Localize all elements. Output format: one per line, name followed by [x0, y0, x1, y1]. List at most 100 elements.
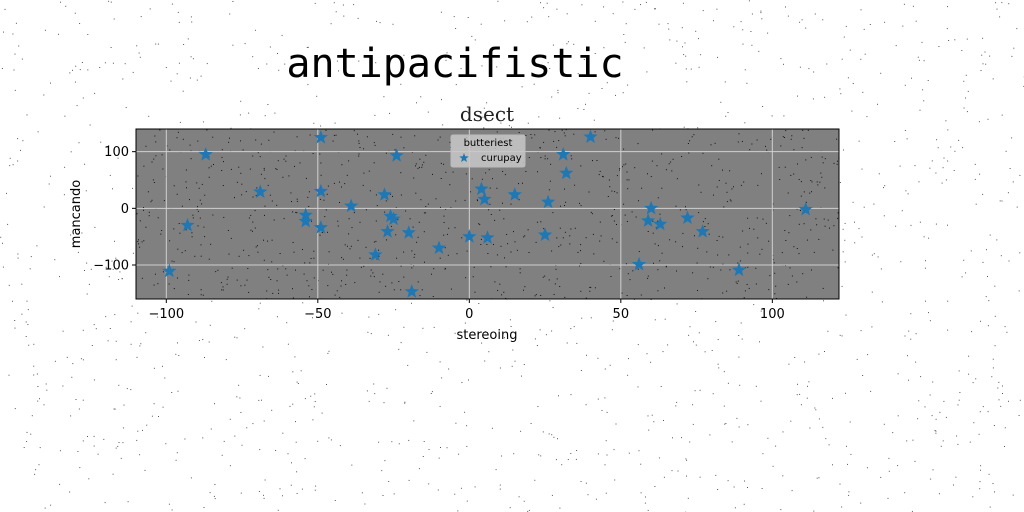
noise-speck	[779, 318, 781, 319]
noise-speck	[374, 393, 376, 395]
noise-speck	[179, 121, 181, 123]
noise-speck	[120, 457, 122, 459]
noise-speck	[305, 177, 307, 179]
noise-speck	[655, 8, 656, 10]
noise-speck	[214, 403, 215, 405]
noise-speck	[903, 3, 905, 5]
noise-speck	[287, 343, 289, 345]
noise-speck	[1006, 331, 1008, 333]
noise-speck	[657, 269, 659, 271]
noise-speck	[740, 21, 742, 23]
noise-speck	[181, 252, 183, 254]
noise-speck	[602, 175, 603, 177]
noise-speck	[39, 447, 41, 449]
noise-speck	[554, 131, 556, 133]
noise-speck	[628, 452, 630, 454]
noise-speck	[240, 172, 242, 174]
noise-speck	[136, 439, 138, 441]
noise-speck	[411, 250, 413, 252]
noise-speck	[438, 457, 440, 459]
noise-speck	[676, 303, 678, 305]
noise-speck	[590, 286, 592, 288]
noise-speck	[1008, 400, 1009, 402]
noise-speck	[912, 5, 914, 7]
noise-speck	[605, 440, 607, 442]
noise-speck	[667, 23, 669, 25]
noise-speck	[185, 229, 187, 231]
noise-speck	[689, 441, 691, 443]
noise-speck	[138, 243, 140, 245]
noise-speck	[647, 277, 649, 279]
noise-speck	[552, 307, 554, 308]
noise-speck	[327, 352, 329, 354]
noise-speck	[810, 229, 812, 231]
noise-speck	[179, 232, 181, 234]
noise-speck	[860, 502, 862, 504]
noise-speck	[81, 62, 83, 63]
noise-speck	[647, 173, 648, 175]
noise-speck	[599, 240, 601, 242]
noise-speck	[726, 191, 728, 193]
noise-speck	[962, 147, 964, 149]
noise-speck	[918, 59, 920, 61]
noise-speck	[202, 121, 204, 123]
noise-speck	[160, 233, 162, 235]
noise-speck	[713, 194, 714, 196]
noise-speck	[214, 498, 216, 500]
noise-speck	[756, 139, 758, 141]
noise-speck	[590, 211, 592, 213]
noise-speck	[654, 243, 656, 245]
noise-speck	[421, 166, 423, 168]
noise-speck	[816, 224, 818, 226]
noise-speck	[986, 249, 987, 251]
noise-speck	[192, 214, 194, 216]
noise-speck	[585, 103, 586, 105]
noise-speck	[327, 285, 329, 287]
noise-speck	[346, 274, 348, 276]
noise-speck	[880, 268, 882, 270]
noise-speck	[321, 232, 323, 233]
noise-speck	[452, 171, 454, 173]
noise-speck	[1001, 114, 1003, 116]
noise-speck	[996, 239, 998, 241]
noise-speck	[291, 201, 292, 202]
noise-speck	[395, 234, 397, 236]
noise-speck	[348, 233, 350, 235]
noise-speck	[683, 54, 685, 56]
noise-speck	[744, 122, 746, 124]
noise-speck	[654, 8, 655, 10]
noise-speck	[341, 257, 343, 259]
noise-speck	[466, 299, 468, 301]
noise-speck	[140, 16, 142, 18]
noise-speck	[94, 226, 96, 228]
noise-speck	[904, 335, 906, 337]
noise-speck	[87, 69, 89, 71]
noise-speck	[585, 404, 587, 406]
noise-speck	[293, 251, 295, 253]
noise-speck	[623, 148, 625, 150]
noise-speck	[307, 46, 309, 48]
noise-speck	[285, 268, 287, 270]
noise-speck	[722, 236, 724, 238]
noise-speck	[137, 175, 139, 177]
noise-speck	[827, 219, 829, 221]
noise-speck	[114, 240, 115, 242]
noise-speck	[21, 283, 23, 285]
noise-speck	[373, 162, 375, 164]
noise-speck	[400, 265, 402, 267]
noise-speck	[785, 240, 787, 241]
noise-speck	[74, 12, 76, 14]
noise-speck	[687, 497, 689, 499]
noise-speck	[787, 192, 789, 194]
noise-speck	[400, 172, 402, 174]
noise-speck	[784, 166, 786, 168]
noise-speck	[271, 261, 273, 263]
noise-speck	[395, 309, 397, 311]
noise-speck	[455, 200, 457, 202]
noise-speck	[570, 155, 572, 157]
noise-speck	[783, 63, 784, 65]
noise-speck	[88, 283, 90, 285]
noise-speck	[370, 269, 372, 271]
noise-speck	[483, 107, 485, 109]
noise-speck	[573, 43, 575, 45]
